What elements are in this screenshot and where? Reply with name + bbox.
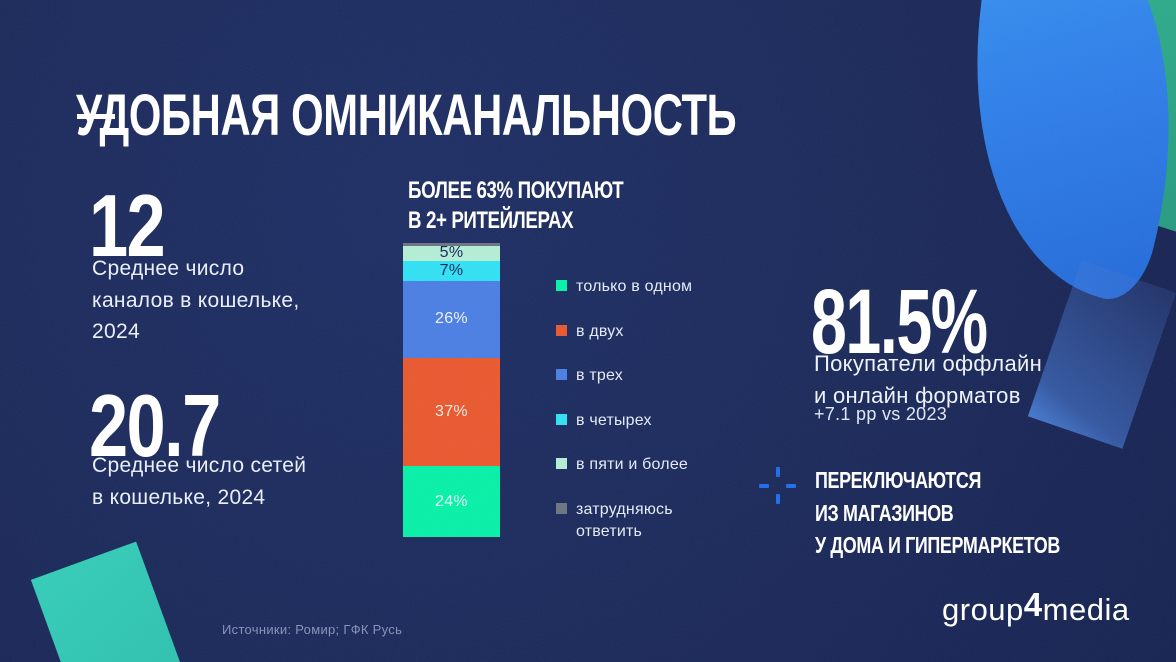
bar-segment: 37% <box>403 357 500 467</box>
bar-segment: 7% <box>403 260 500 282</box>
callout-text: ПЕРЕКЛЮЧАЮТСЯ ИЗ МАГАЗИНОВ У ДОМА И ГИПЕ… <box>815 467 1060 559</box>
chart-legend: только в одном в двух в трех в четырех в пят… <box>556 276 706 565</box>
bar-segment-label: 24% <box>435 492 468 510</box>
stat-avg-channels-label: Среднее число каналов в кошельке, 2024 <box>92 257 300 343</box>
source-note: Источники: Ромир; ГФК Русь <box>222 622 403 637</box>
stat-avg-chains-label: Среднее число сетей в кошельке, 2024 <box>92 454 307 509</box>
bar-segment-label: 7% <box>439 261 464 279</box>
legend-swatch <box>556 324 567 336</box>
bar-segment: 24% <box>403 466 500 537</box>
legend-item: в четырех <box>556 410 706 432</box>
legend-item: в пяти и более <box>556 454 706 476</box>
bar-segment-label: 5% <box>439 244 464 262</box>
legend-swatch <box>556 369 567 381</box>
legend-label: в пяти и более <box>576 456 689 474</box>
legend-item: в двух <box>556 321 706 343</box>
deco-blue-rect <box>1027 260 1176 449</box>
logo-part-group: group <box>942 592 1024 627</box>
deco-teal-rect <box>30 541 202 662</box>
logo-part-media: media <box>1042 592 1130 627</box>
legend-label: в трех <box>576 367 623 385</box>
legend-swatch <box>556 502 567 514</box>
deco-green-shape <box>1037 0 1176 240</box>
stat-omni-delta: +7.1 pp vs 2023 <box>814 404 948 424</box>
bar-segment: 26% <box>403 281 500 358</box>
legend-swatch <box>556 413 567 425</box>
legend-item: в трех <box>556 365 706 387</box>
legend-label: только в одном <box>576 278 693 295</box>
legend-swatch <box>556 458 567 470</box>
legend-item: затрудняюсь ответить <box>556 499 706 542</box>
chart-heading: БОЛЕЕ 63% ПОКУПАЮТ В 2+ РИТЕЙЛЕРАХ <box>408 177 624 234</box>
logo-part-four: 4 <box>1023 586 1043 623</box>
page-title: УДОБНАЯ ОМНИКАНАЛЬНОСТЬ <box>76 82 737 148</box>
stat-omni-label: Покупатели оффлайн и онлайн форматов <box>814 351 1043 408</box>
bar-segment-label: 37% <box>435 403 468 421</box>
bar-segment: 5% <box>403 244 500 262</box>
legend-label: в четырех <box>576 411 652 429</box>
crosshair-icon <box>759 467 796 504</box>
legend-swatch <box>556 280 567 291</box>
legend-item: только в одном <box>556 276 706 298</box>
legend-label: затрудняюсь ответить <box>576 500 673 540</box>
deco-blue-leaf-shape <box>915 0 1176 308</box>
title-underline <box>77 114 115 119</box>
brand-logo: group4media <box>942 586 1130 628</box>
bar-segment-label: 26% <box>435 310 468 328</box>
legend-label: в двух <box>576 322 624 340</box>
stacked-bar: 5% 7% 26% 37% 24% <box>403 243 500 537</box>
